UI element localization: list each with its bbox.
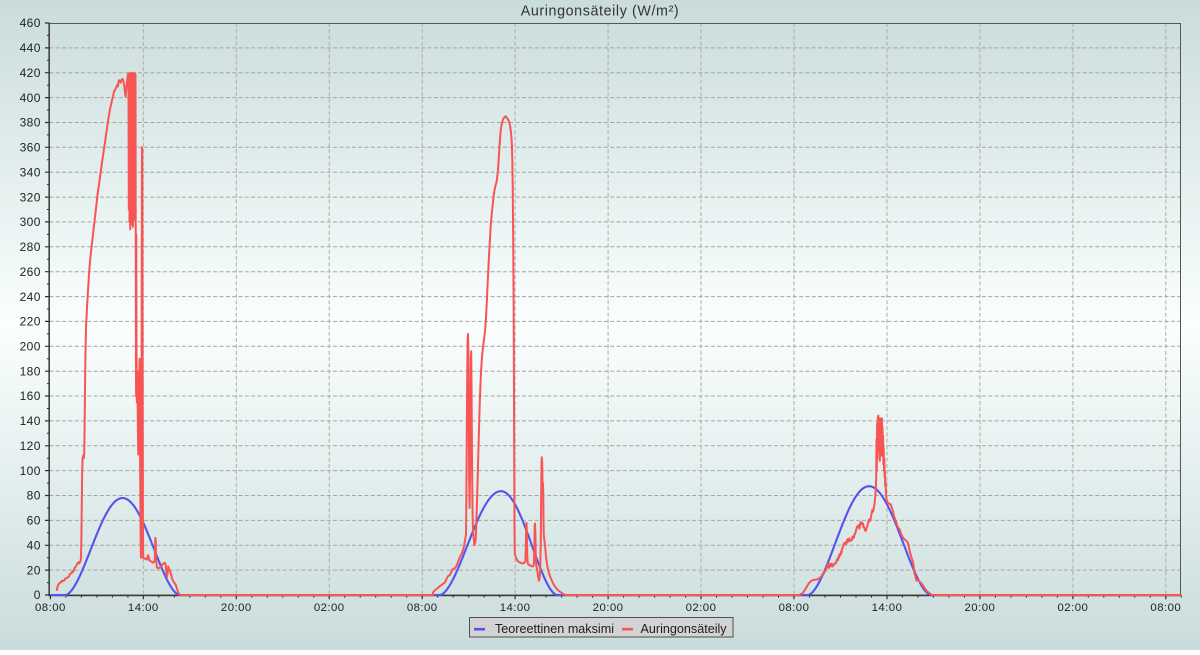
- svg-text:60: 60: [27, 514, 41, 528]
- svg-text:160: 160: [20, 389, 41, 403]
- svg-text:Auringonsäteily (W/m²): Auringonsäteily (W/m²): [521, 4, 680, 20]
- svg-text:08:00: 08:00: [779, 602, 810, 614]
- svg-text:300: 300: [20, 215, 41, 229]
- svg-text:360: 360: [20, 141, 41, 155]
- svg-text:02:00: 02:00: [686, 602, 717, 614]
- svg-text:02:00: 02:00: [1058, 602, 1089, 614]
- svg-text:280: 280: [20, 240, 41, 254]
- svg-text:400: 400: [20, 91, 41, 105]
- svg-text:200: 200: [20, 340, 41, 354]
- svg-text:08:00: 08:00: [1150, 602, 1181, 614]
- svg-text:14:00: 14:00: [500, 602, 531, 614]
- svg-text:380: 380: [20, 116, 41, 130]
- svg-text:120: 120: [20, 439, 41, 453]
- svg-text:40: 40: [27, 539, 41, 553]
- svg-text:20:00: 20:00: [221, 602, 252, 614]
- svg-text:260: 260: [20, 265, 41, 279]
- svg-text:Teoreettinen maksimi: Teoreettinen maksimi: [495, 622, 614, 636]
- svg-text:100: 100: [20, 464, 41, 478]
- svg-text:14:00: 14:00: [872, 602, 903, 614]
- svg-text:08:00: 08:00: [35, 602, 66, 614]
- svg-text:240: 240: [20, 290, 41, 304]
- svg-text:140: 140: [20, 414, 41, 428]
- svg-text:0: 0: [34, 588, 41, 602]
- svg-text:80: 80: [27, 489, 41, 503]
- svg-text:180: 180: [20, 364, 41, 378]
- svg-text:420: 420: [20, 66, 41, 80]
- svg-text:20:00: 20:00: [965, 602, 996, 614]
- svg-text:02:00: 02:00: [314, 602, 345, 614]
- svg-text:Auringonsäteily: Auringonsäteily: [641, 622, 728, 636]
- svg-text:460: 460: [20, 16, 41, 30]
- svg-text:14:00: 14:00: [128, 602, 159, 614]
- svg-text:320: 320: [20, 190, 41, 204]
- svg-text:08:00: 08:00: [407, 602, 438, 614]
- svg-text:220: 220: [20, 315, 41, 329]
- svg-text:20: 20: [27, 563, 41, 577]
- svg-text:440: 440: [20, 41, 41, 55]
- svg-text:20:00: 20:00: [593, 602, 624, 614]
- svg-text:340: 340: [20, 165, 41, 179]
